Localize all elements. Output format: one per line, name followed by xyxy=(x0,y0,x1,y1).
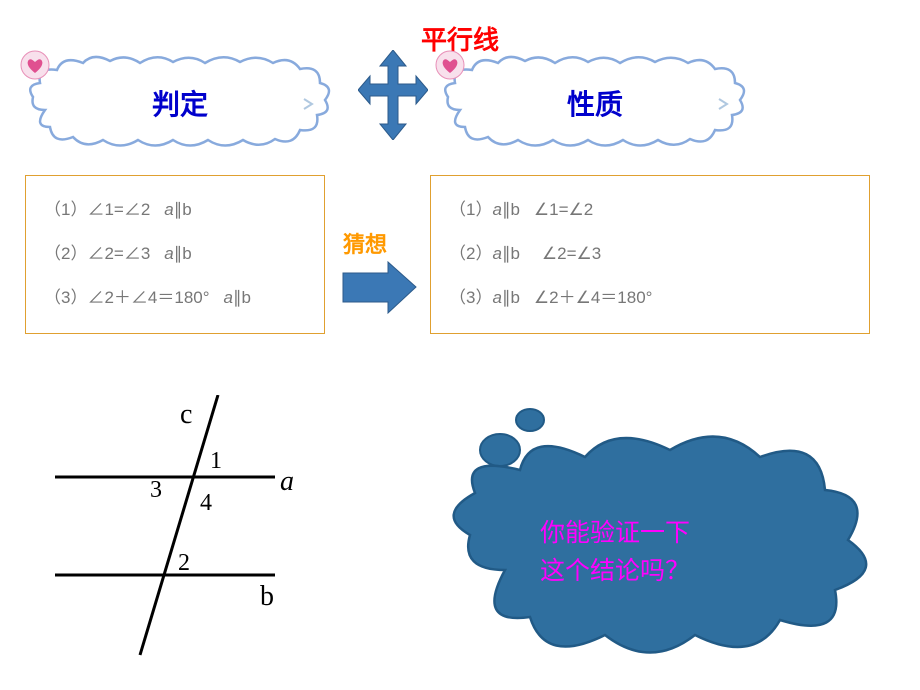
cloud-properties: 性质 xyxy=(440,55,750,150)
guess-label: 猜想 xyxy=(343,227,387,259)
label-3: 3 xyxy=(150,477,162,503)
thought-text: 你能验证一下 这个结论吗？ xyxy=(540,515,690,590)
heart-badge-icon xyxy=(435,50,465,80)
label-c: c xyxy=(180,399,192,430)
cloud-determination: 判定 xyxy=(25,55,335,150)
prop-row-1: （1）a∥b∠1=∠2 xyxy=(449,188,851,232)
heart-badge-icon xyxy=(20,50,50,80)
label-4: 4 xyxy=(200,490,212,516)
prop-row-3: （3）a∥b∠2＋∠4＝180° xyxy=(449,276,851,320)
chevron-icon xyxy=(716,97,730,109)
chevron-icon xyxy=(301,97,315,109)
label-a: a xyxy=(280,466,294,497)
cloud-label-right: 性质 xyxy=(567,83,623,123)
det-row-1: （1）∠1=∠2a∥b xyxy=(44,188,306,232)
cross-arrow-icon xyxy=(358,50,428,140)
prop-row-2: （2）a∥b∠2=∠3 xyxy=(449,232,851,276)
determination-box: （1）∠1=∠2a∥b （2）∠2=∠3a∥b （3）∠2＋∠4＝180°a∥b xyxy=(25,175,325,334)
geometry-diagram: c a b 1 3 4 2 xyxy=(55,395,315,675)
label-1: 1 xyxy=(210,448,222,474)
properties-box: （1）a∥b∠1=∠2 （2）a∥b∠2=∠3 （3）a∥b∠2＋∠4＝180° xyxy=(430,175,870,334)
guess-arrow-icon xyxy=(338,260,418,315)
label-b: b xyxy=(260,581,274,612)
label-2: 2 xyxy=(178,550,190,576)
cloud-label-left: 判定 xyxy=(152,83,208,123)
det-row-3: （3）∠2＋∠4＝180°a∥b xyxy=(44,276,306,320)
thought-cloud: 你能验证一下 这个结论吗？ xyxy=(420,395,890,675)
det-row-2: （2）∠2=∠3a∥b xyxy=(44,232,306,276)
